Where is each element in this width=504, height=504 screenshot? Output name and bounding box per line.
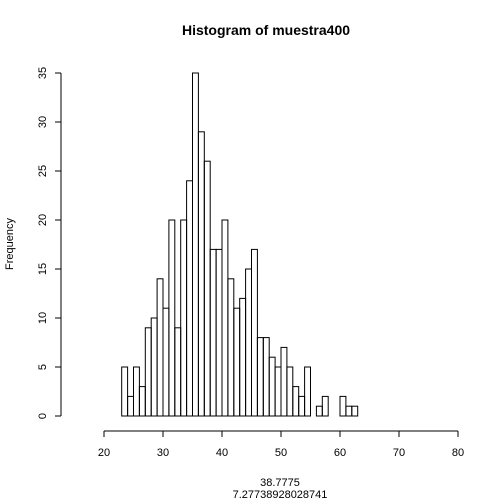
y-tick-label: 15 <box>37 263 49 275</box>
histogram-bar <box>239 297 247 417</box>
histogram-bar <box>256 337 264 417</box>
histogram-bar <box>304 366 312 417</box>
histogram-bar <box>209 248 217 417</box>
histogram-bar <box>227 278 235 417</box>
histogram-bar <box>345 405 353 417</box>
x-axis-label-line-2: 7.27738928028741 <box>233 489 328 501</box>
y-tick-label: 25 <box>37 165 49 177</box>
x-tick-label: 70 <box>393 447 405 459</box>
chart-title: Histogram of muestra400 <box>182 22 350 38</box>
histogram-bar <box>298 395 306 417</box>
histogram-bar <box>280 346 288 417</box>
y-tick-label: 5 <box>37 364 49 370</box>
x-axis: 20 30 40 50 60 70 80 <box>98 430 464 459</box>
y-tick-label: 20 <box>37 214 49 226</box>
histogram-bar <box>274 366 282 417</box>
histogram-bar <box>339 395 347 417</box>
histogram-bar <box>186 180 194 417</box>
histogram-bar <box>156 278 164 417</box>
histogram-bar <box>192 72 199 417</box>
x-tick-label: 20 <box>98 447 110 459</box>
histogram-bar <box>197 131 205 417</box>
x-tick-label: 40 <box>216 447 228 459</box>
histogram-bar <box>245 268 253 417</box>
y-axis-label: Frequency <box>4 218 16 270</box>
x-tick-label: 50 <box>275 447 287 459</box>
histogram-bar <box>150 317 158 417</box>
histogram-bar <box>315 405 323 417</box>
x-tick-label: 30 <box>157 447 169 459</box>
histogram-bar <box>144 327 152 417</box>
histogram-bar <box>292 386 300 417</box>
histogram-bar <box>138 386 146 417</box>
histogram-bar <box>121 366 129 417</box>
histogram-bar <box>162 307 170 417</box>
histogram-bar <box>174 327 182 417</box>
histogram-bar <box>168 219 176 417</box>
y-axis: 0 5 10 15 20 25 30 35 <box>37 67 62 419</box>
histogram-bar <box>321 395 329 417</box>
histogram-bar <box>233 307 241 417</box>
y-tick-label: 0 <box>37 413 49 419</box>
histogram-bar <box>251 248 258 417</box>
histogram-bar <box>203 160 211 417</box>
histogram-bar <box>221 219 229 417</box>
x-axis-label-line-1: 38.7775 <box>260 477 300 489</box>
histogram-bar <box>215 248 223 417</box>
x-tick-label: 80 <box>452 447 464 459</box>
histogram-bar <box>180 219 188 417</box>
y-tick-label: 30 <box>37 116 49 128</box>
x-tick-label: 60 <box>334 447 346 459</box>
y-tick-label: 10 <box>37 312 49 324</box>
histogram-bar <box>268 356 276 417</box>
histogram-bar <box>127 395 134 417</box>
y-tick-label: 35 <box>37 67 49 79</box>
histogram-bar <box>262 337 270 417</box>
histogram-bar <box>133 366 140 417</box>
histogram-bar <box>351 405 359 417</box>
histogram-bar <box>286 366 294 417</box>
histogram-bars <box>121 72 359 417</box>
